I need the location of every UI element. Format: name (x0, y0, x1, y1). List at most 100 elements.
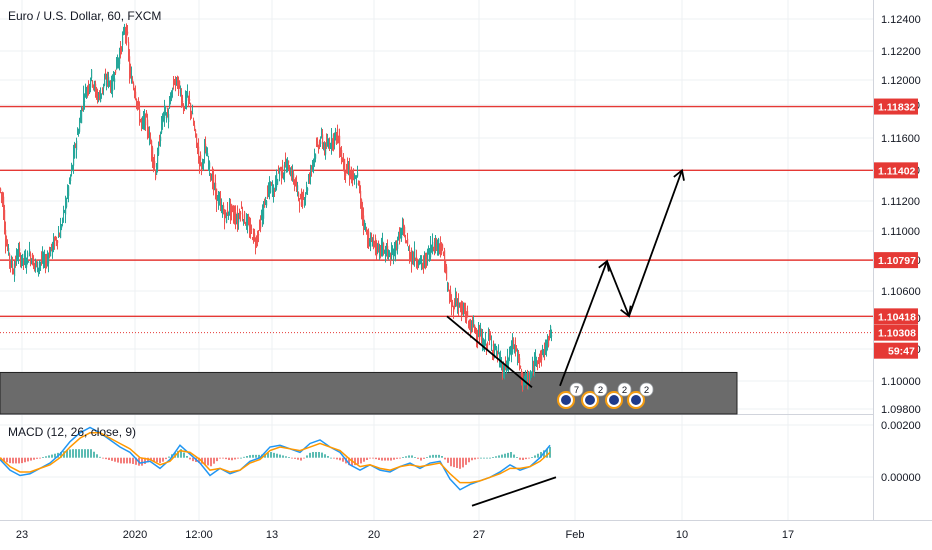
candle-body (397, 243, 399, 249)
candle-body (247, 219, 249, 227)
macd-label: MACD (12, 26, close, 9) (8, 425, 136, 439)
price-axis[interactable]: 1.124001.122001.120001.118001.116001.114… (874, 14, 921, 416)
macd-histogram-bar (384, 457, 386, 461)
candle-body (267, 190, 269, 193)
price-tick-label: 1.12400 (881, 14, 921, 26)
candle-body (116, 57, 118, 70)
candle-body (137, 101, 139, 106)
macd-histogram-bar (273, 452, 275, 458)
macd-histogram-bar (375, 457, 377, 460)
event-marker[interactable]: 2 (581, 382, 608, 409)
candle-body (87, 88, 89, 90)
candle-body (82, 108, 84, 110)
candle-body (473, 319, 475, 327)
event-count-badge (617, 382, 632, 397)
macd-histogram-bar (54, 453, 56, 458)
event-markers-layer[interactable]: 7 2 2 2 (557, 382, 654, 409)
arrowhead (620, 305, 632, 318)
level-price-tag[interactable]: 1.11832 (874, 98, 918, 115)
macd-histogram-bar (549, 446, 551, 458)
candle-body (90, 81, 92, 88)
candle-body (248, 222, 250, 224)
candle-body (205, 143, 207, 147)
candle-body (477, 336, 479, 340)
candle-body (301, 196, 303, 204)
macd-histogram-bar (150, 457, 152, 461)
candle-body (381, 241, 383, 250)
price-tick-label: 1.11200 (881, 196, 920, 208)
candle-body (331, 134, 333, 146)
candle-body (532, 363, 534, 371)
macd-histogram-bar (471, 457, 473, 461)
event-marker[interactable]: 2 (605, 382, 632, 409)
candle-body (269, 182, 271, 191)
macd-histogram-bar (534, 455, 536, 458)
candle-body (314, 153, 316, 160)
candle-body (149, 133, 151, 139)
candle-body (19, 248, 21, 252)
macd-histogram-bar (300, 457, 302, 461)
trend-lines-layer (446, 168, 685, 388)
event-count: 2 (598, 385, 603, 396)
candle-body (365, 228, 367, 232)
eu-flag-icon (609, 395, 619, 405)
candle-body (408, 247, 410, 251)
time-tick-label: 10 (676, 529, 688, 541)
candle-body (170, 99, 172, 101)
candle-body (378, 246, 380, 249)
candle-body (488, 330, 490, 338)
candle-body (278, 168, 280, 172)
candle-body (465, 307, 467, 316)
candle-body (274, 190, 276, 192)
macd-histogram-bar (363, 457, 365, 462)
candle-body (504, 372, 506, 375)
candle-body (12, 263, 14, 269)
macd-histogram-bar (93, 451, 95, 458)
candle-body (78, 132, 80, 135)
candle-body (73, 151, 75, 166)
candle-body (249, 225, 251, 234)
macd-histogram-bar (459, 457, 461, 469)
candle-body (290, 175, 292, 177)
candle-body (266, 201, 268, 206)
candle-body (47, 258, 49, 261)
macd-histogram-bar (309, 452, 311, 458)
event-marker[interactable]: 7 (557, 382, 584, 409)
level-price-tag[interactable]: 1.10797 (874, 252, 918, 269)
macd-histogram-bar (408, 455, 410, 458)
candle-body (388, 250, 390, 253)
level-tag-bg (874, 162, 918, 179)
candle-body (117, 59, 119, 68)
candle-body (382, 241, 384, 250)
candle-body (302, 195, 304, 206)
candle-body (202, 159, 204, 163)
macd-histogram-bar (354, 457, 356, 466)
candle-body (189, 98, 191, 101)
candle-body (472, 322, 474, 325)
event-count-badge (639, 382, 654, 397)
candle-body (307, 188, 309, 191)
last-price-text: 1.10308 (878, 328, 916, 340)
candle-body (11, 259, 13, 266)
candle-body (80, 114, 82, 123)
candle-body (387, 246, 389, 251)
candle-body (174, 82, 176, 84)
macd-histogram-bar (51, 454, 53, 458)
candle-body (281, 167, 283, 177)
candle-body (511, 348, 513, 355)
last-price-tag[interactable]: 1.10308 (874, 324, 918, 341)
macd-histogram-bar (414, 457, 416, 458)
candle-body (367, 236, 369, 243)
level-price-tag[interactable]: 1.10418 (874, 308, 918, 325)
candle-body (57, 240, 59, 243)
candle-body (61, 227, 63, 229)
macd-histogram-bar (237, 457, 239, 459)
level-price-tag[interactable]: 1.11402 (874, 162, 918, 179)
event-marker[interactable]: 2 (627, 382, 654, 409)
eu-flag-icon (561, 395, 571, 405)
time-axis[interactable]: 23 2020 12:00 13 20 27 Feb 10 17 (16, 529, 794, 541)
candle-body (254, 233, 256, 238)
candle-body (144, 115, 146, 124)
candle-body (448, 289, 450, 292)
